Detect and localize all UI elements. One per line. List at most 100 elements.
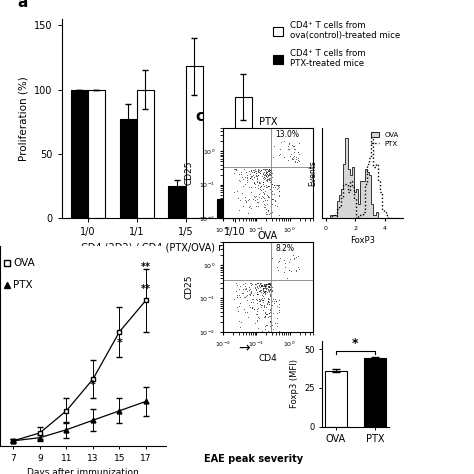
Point <box>261 173 268 181</box>
Point <box>261 175 268 183</box>
Point <box>288 155 296 163</box>
Point <box>250 168 258 176</box>
Point <box>259 288 267 295</box>
Point <box>246 170 254 178</box>
Point <box>246 174 254 182</box>
Point <box>270 298 278 305</box>
Point <box>260 185 267 193</box>
Point <box>261 325 269 332</box>
Point <box>262 165 269 173</box>
Point <box>255 178 262 186</box>
Point <box>253 290 261 298</box>
Bar <box>218 199 235 218</box>
Point <box>265 176 273 184</box>
Point <box>263 166 270 173</box>
Point <box>262 182 269 189</box>
Point <box>265 210 273 218</box>
Point <box>247 282 255 289</box>
Point <box>267 185 274 192</box>
Point <box>256 287 264 294</box>
Point <box>265 193 273 201</box>
Point <box>251 166 258 173</box>
Point <box>266 209 273 217</box>
Point <box>254 179 261 186</box>
Point <box>264 183 271 191</box>
Point <box>264 182 272 190</box>
Point <box>261 182 268 190</box>
Point <box>267 169 275 177</box>
Point <box>251 283 259 291</box>
Point <box>261 283 268 291</box>
Point <box>240 281 247 288</box>
Point <box>269 295 277 302</box>
Point <box>294 264 302 271</box>
Point <box>264 168 271 176</box>
Point <box>258 294 265 301</box>
Point <box>274 182 282 190</box>
Point <box>260 194 268 202</box>
Point <box>292 155 300 163</box>
Point <box>260 284 267 292</box>
Point <box>258 173 266 180</box>
Point <box>260 284 267 292</box>
Point <box>233 291 241 299</box>
Point <box>241 279 248 287</box>
Point <box>251 196 259 204</box>
Point <box>255 314 263 321</box>
Point <box>264 300 271 307</box>
Point <box>266 281 273 289</box>
Point <box>250 168 257 175</box>
Point <box>253 295 260 303</box>
Point <box>247 168 255 175</box>
Point <box>263 285 270 292</box>
Point <box>268 297 275 305</box>
Point <box>258 281 266 289</box>
Point <box>257 288 265 296</box>
Point <box>295 265 302 273</box>
Bar <box>186 66 203 218</box>
Point <box>262 183 269 191</box>
Point <box>266 322 273 330</box>
Point <box>285 266 293 274</box>
Point <box>254 171 262 178</box>
Text: **: ** <box>141 284 151 294</box>
Point <box>237 196 244 204</box>
Point <box>254 202 262 210</box>
Point <box>244 313 252 321</box>
Point <box>290 143 298 150</box>
Point <box>260 313 267 321</box>
Point <box>273 297 280 304</box>
Point <box>256 283 264 290</box>
Point <box>261 288 268 296</box>
Point <box>265 309 273 317</box>
Point <box>259 296 267 304</box>
Point <box>267 304 274 312</box>
Point <box>267 301 274 309</box>
Point <box>290 155 297 163</box>
Point <box>266 308 274 316</box>
Point <box>266 305 274 313</box>
Point <box>265 165 273 173</box>
Point <box>260 168 268 175</box>
Point <box>264 280 271 288</box>
Point <box>262 280 270 288</box>
Point <box>241 309 249 316</box>
Point <box>233 281 241 289</box>
Point <box>255 178 263 186</box>
Point <box>251 284 259 292</box>
Point <box>253 310 261 317</box>
Point <box>263 210 270 218</box>
Point <box>265 280 273 287</box>
Point <box>267 314 275 321</box>
Point <box>266 280 274 288</box>
Point <box>266 290 274 298</box>
Point <box>268 168 275 175</box>
Point <box>275 181 283 189</box>
Point <box>285 139 293 146</box>
Point <box>251 281 258 288</box>
Point <box>247 166 255 173</box>
Point <box>264 294 272 302</box>
Point <box>266 171 274 179</box>
Point <box>247 289 255 296</box>
Point <box>233 293 241 301</box>
